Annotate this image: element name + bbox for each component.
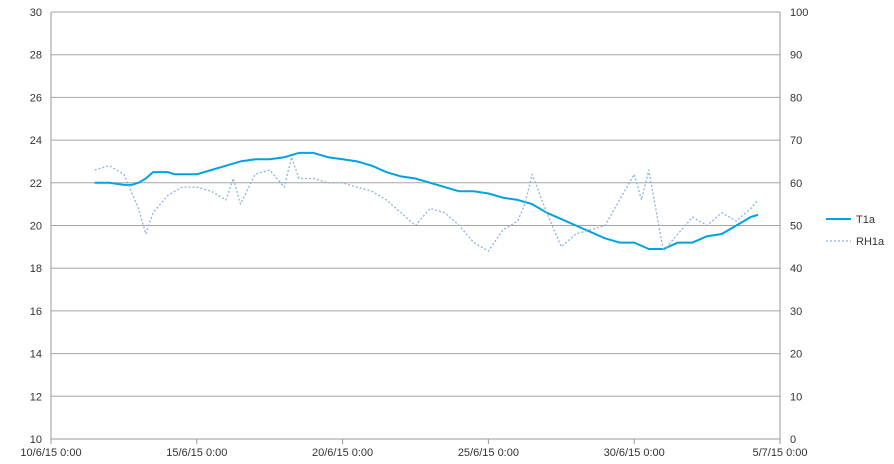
y-right-tick-label: 30: [790, 306, 802, 318]
x-tick-label: 10/6/15 0:00: [20, 447, 81, 459]
x-tick-label: 25/6/15 0:00: [458, 447, 519, 459]
y-left-tick-label: 26: [30, 92, 42, 104]
y-left-tick-label: 18: [30, 263, 42, 275]
y-right-tick-label: 100: [790, 7, 808, 19]
y-right-tick-label: 80: [790, 92, 802, 104]
y-left-tick-label: 20: [30, 221, 42, 233]
x-axis: 10/6/15 0:00 15/6/15 0:00 20/6/15 0:00 25/6…: [20, 439, 808, 459]
series-line-t1a: [94, 151, 759, 250]
x-tick-label: 20/6/15 0:00: [312, 447, 373, 459]
y-left-tick-label: 16: [30, 306, 42, 318]
y-left-tick-label: 30: [30, 7, 42, 19]
x-tick-label: 30/6/15 0:00: [604, 447, 665, 459]
y-left-tick-label: 28: [30, 50, 42, 62]
y-left-tick-label: 14: [30, 349, 42, 361]
y-right-tick-label: 40: [790, 263, 802, 275]
y-axis-right: 0 10 20 30 40 50 60 70 80 90 100: [790, 7, 808, 446]
y-right-tick-label: 10: [790, 391, 802, 403]
x-tick-label: 15/6/15 0:00: [166, 447, 227, 459]
y-right-tick-label: 70: [790, 135, 802, 147]
series-line-rh1a: [94, 156, 759, 252]
y-right-tick-label: 90: [790, 50, 802, 62]
y-axis-left: 10 12 14 16 18 20 22 24 26 28 30: [30, 7, 42, 446]
series-group: [94, 151, 759, 252]
y-left-tick-label: 12: [30, 391, 42, 403]
legend: T1a RH1a: [826, 214, 885, 248]
y-right-tick-label: 60: [790, 178, 802, 190]
y-left-tick-label: 10: [30, 434, 42, 446]
legend-label-t1a: T1a: [856, 214, 876, 226]
y-right-tick-label: 50: [790, 221, 802, 233]
y-left-tick-label: 24: [30, 135, 42, 147]
legend-label-rh1a: RH1a: [856, 236, 885, 248]
x-tick-label: 5/7/15 0:00: [752, 447, 807, 459]
y-right-tick-label: 20: [790, 349, 802, 361]
y-left-tick-label: 22: [30, 178, 42, 190]
y-right-tick-label: 0: [790, 434, 796, 446]
